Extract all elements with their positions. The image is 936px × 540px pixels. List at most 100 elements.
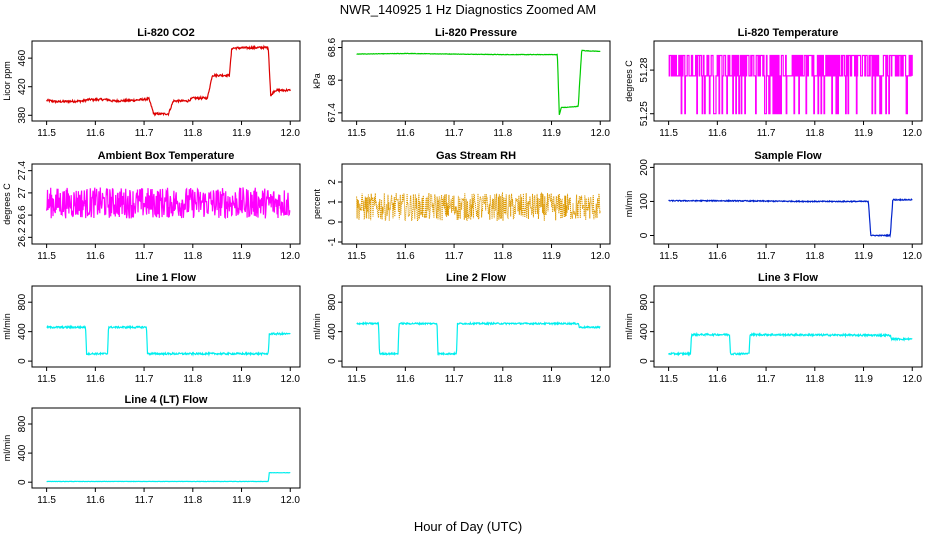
x-tick-label: 11.5 <box>37 128 56 139</box>
x-tick-label: 11.7 <box>757 374 776 385</box>
x-tick-label: 11.8 <box>805 128 824 139</box>
chart-panel: Ambient Box Temperature degrees C 11.5 11.6… <box>2 150 301 262</box>
plot-frame <box>653 40 923 122</box>
plot-frame <box>31 163 301 245</box>
x-tick-label: 11.6 <box>86 251 105 262</box>
x-tick-label: 11.9 <box>854 128 873 139</box>
series-line <box>668 197 913 238</box>
x-tick-label: 11.6 <box>708 251 727 262</box>
y-tick-label: 200 <box>639 159 650 176</box>
chart-panel: Gas Stream RH percent 11.5 11.6 11.7 11.8 11.9… <box>312 150 611 262</box>
x-tick-label: 12.0 <box>903 128 923 139</box>
x-tick-label: 11.9 <box>542 374 561 385</box>
x-tick-label: 11.7 <box>757 251 776 262</box>
x-tick-label: 11.7 <box>135 374 154 385</box>
x-tick-label: 11.5 <box>659 251 678 262</box>
y-axis-label: Licor ppm <box>2 61 12 101</box>
x-tick-label: 11.7 <box>135 251 154 262</box>
x-tick-label: 11.5 <box>659 128 678 139</box>
x-tick-label: 11.5 <box>37 374 56 385</box>
plot-frame <box>653 163 923 245</box>
y-tick-label: 51.28 <box>639 57 650 82</box>
plot-frame <box>31 40 301 122</box>
chart-title: Gas Stream RH <box>436 150 516 162</box>
x-tick-label: 11.8 <box>805 251 824 262</box>
x-tick-label: 11.6 <box>708 374 727 385</box>
x-tick-label: 11.8 <box>493 128 512 139</box>
x-tick-label: 11.9 <box>232 251 251 262</box>
y-tick-label: 0 <box>327 219 338 225</box>
y-axis-label: ml/min <box>624 313 634 340</box>
x-tick-label: 11.7 <box>135 128 154 139</box>
x-tick-label: 11.9 <box>854 374 873 385</box>
plot-frame <box>653 285 923 368</box>
x-tick-label: 12.0 <box>591 374 611 385</box>
x-tick-label: 11.8 <box>493 374 512 385</box>
x-tick-label: 11.8 <box>183 374 202 385</box>
y-tick-label: 400 <box>327 323 338 340</box>
series-line <box>46 187 291 220</box>
chart-panel: Line 3 Flow ml/min 11.5 11.6 11.7 11.8 11.9 12.… <box>624 272 923 385</box>
y-tick-label: 800 <box>327 293 338 310</box>
figure-title: NWR_140925 1 Hz Diagnostics Zoomed AM <box>340 2 597 17</box>
x-tick-label: 12.0 <box>281 495 301 506</box>
chart-title: Li-820 Temperature <box>738 27 839 39</box>
x-tick-label: 12.0 <box>903 374 923 385</box>
y-tick-label: 67.4 <box>327 103 338 123</box>
y-axis-label: ml/min <box>624 191 634 218</box>
chart-title: Line 3 Flow <box>758 272 818 284</box>
x-tick-label: 11.8 <box>183 495 202 506</box>
chart-panel: Li-820 CO2 Licor ppm 11.5 11.6 11.7 11.8 11.9 1… <box>2 27 301 139</box>
x-tick-label: 11.5 <box>347 374 366 385</box>
y-tick-label: 26.6 <box>17 205 28 225</box>
chart-panel: Line 1 Flow ml/min 11.5 11.6 11.7 11.8 11.9 12.… <box>2 272 301 385</box>
chart-title: Line 2 Flow <box>446 272 506 284</box>
series-line <box>46 471 291 483</box>
figure-xlabel: Hour of Day (UTC) <box>414 519 522 534</box>
series-line <box>356 321 601 357</box>
plot-frame <box>31 285 301 368</box>
y-tick-label: 68.6 <box>327 37 338 57</box>
x-tick-label: 11.6 <box>86 374 105 385</box>
series-line <box>46 44 291 117</box>
y-tick-label: 400 <box>639 323 650 340</box>
y-tick-label: 400 <box>17 444 28 461</box>
y-tick-label: 800 <box>17 293 28 310</box>
y-axis-label: ml/min <box>2 435 12 462</box>
series-line <box>356 49 601 115</box>
x-tick-label: 12.0 <box>281 251 301 262</box>
plot-frame <box>341 285 611 368</box>
x-tick-label: 11.7 <box>135 495 154 506</box>
y-axis-label: percent <box>312 188 322 219</box>
x-tick-label: 11.6 <box>396 374 415 385</box>
chart-panels: Li-820 CO2 Licor ppm 11.5 11.6 11.7 11.8 11.9 1… <box>2 27 923 506</box>
y-tick-label: 27.4 <box>17 160 28 180</box>
y-tick-label: 460 <box>17 49 28 66</box>
y-tick-label: 0 <box>17 358 28 364</box>
x-tick-label: 11.9 <box>232 128 251 139</box>
x-tick-label: 11.6 <box>86 495 105 506</box>
chart-panel: Li-820 Pressure kPa 11.5 11.6 11.7 11.8 11.9 12… <box>312 27 611 139</box>
chart-panel: Line 2 Flow ml/min 11.5 11.6 11.7 11.8 11.9 12.… <box>312 272 611 385</box>
chart-panel: Sample Flow ml/min 11.5 11.6 11.7 11.8 11.9 12.… <box>624 150 923 262</box>
y-axis-label: degrees C <box>624 60 634 102</box>
y-axis-label: degrees C <box>2 183 12 225</box>
y-tick-label: 0 <box>639 232 650 238</box>
x-tick-label: 12.0 <box>903 251 923 262</box>
series-line <box>668 54 913 115</box>
x-tick-label: 11.5 <box>347 128 366 139</box>
x-tick-label: 11.7 <box>445 374 464 385</box>
x-tick-label: 11.5 <box>659 374 678 385</box>
y-tick-label: -1 <box>327 237 338 246</box>
series-line <box>668 331 913 357</box>
x-tick-label: 11.9 <box>854 251 873 262</box>
y-tick-label: 420 <box>17 78 28 95</box>
x-tick-label: 11.8 <box>493 251 512 262</box>
y-tick-label: 51.25 <box>639 101 650 126</box>
chart-title: Line 1 Flow <box>136 272 196 284</box>
plot-frame <box>341 40 611 122</box>
x-tick-label: 11.7 <box>445 251 464 262</box>
y-tick-label: 380 <box>17 107 28 124</box>
x-tick-label: 12.0 <box>591 251 611 262</box>
